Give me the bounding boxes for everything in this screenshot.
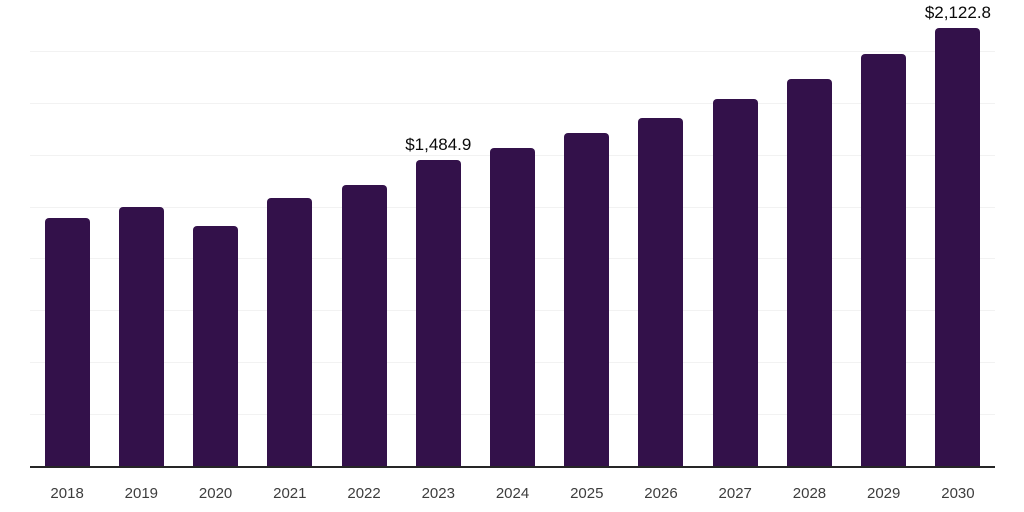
gridline bbox=[30, 102, 995, 104]
bar-2030 bbox=[935, 28, 981, 467]
bar-slot-2029 bbox=[847, 0, 921, 467]
x-tick-label-2018: 2018 bbox=[50, 485, 84, 502]
x-axis-line bbox=[30, 466, 995, 468]
bar-2027 bbox=[712, 99, 758, 467]
x-tick-label-2022: 2022 bbox=[347, 485, 381, 502]
bar-2023 bbox=[415, 160, 461, 467]
x-tick-label-2019: 2019 bbox=[124, 485, 159, 502]
bar-2025 bbox=[564, 133, 610, 467]
bar-slot-2021 bbox=[253, 0, 327, 467]
bar-2019 bbox=[118, 206, 164, 467]
bar-value-label-2030: $2,122.8 bbox=[924, 3, 992, 23]
bar-slot-2020 bbox=[178, 0, 252, 467]
bar-slot-2018 bbox=[30, 0, 104, 467]
x-tick-label-2027: 2027 bbox=[718, 485, 752, 502]
x-tick-label-2026: 2026 bbox=[644, 485, 678, 502]
plot-area: $1,484.9 $2,122.8 bbox=[30, 0, 995, 468]
x-tick-label-2020: 2020 bbox=[198, 485, 233, 502]
x-tick-label-2029: 2029 bbox=[867, 485, 901, 502]
x-tick-label-2030: 2030 bbox=[941, 485, 975, 502]
bar-slot-2025 bbox=[550, 0, 624, 467]
bar-2028 bbox=[786, 78, 832, 467]
gridline bbox=[30, 50, 995, 52]
bar-2020 bbox=[193, 226, 239, 467]
bar-slot-2022 bbox=[327, 0, 401, 467]
bar-2018 bbox=[44, 218, 90, 467]
x-axis-tick-labels: 2018 2019 2020 2021 2022 2023 2024 2025 2026 2027… bbox=[30, 468, 995, 501]
bar-slot-2027 bbox=[698, 0, 772, 467]
bar-2029 bbox=[861, 53, 907, 467]
x-tick-label-2021: 2021 bbox=[273, 485, 307, 502]
bar-value-label-2023: $1,484.9 bbox=[405, 135, 472, 155]
x-tick-label-2028: 2028 bbox=[792, 485, 827, 502]
bar-2022 bbox=[341, 184, 387, 467]
bar-slot-2024 bbox=[475, 0, 549, 467]
bar-series: $1,484.9 $2,122.8 bbox=[30, 0, 995, 467]
bar-slot-2019 bbox=[104, 0, 178, 467]
x-tick-label-2025: 2025 bbox=[570, 485, 604, 502]
bar-2024 bbox=[490, 147, 536, 467]
bar-slot-2026 bbox=[624, 0, 698, 467]
bar-slot-2030: $2,122.8 bbox=[921, 0, 995, 467]
bar-2021 bbox=[267, 198, 313, 467]
x-tick-label-2024: 2024 bbox=[495, 485, 530, 502]
bar-slot-2028 bbox=[772, 0, 846, 467]
bar-slot-2023: $1,484.9 bbox=[401, 0, 475, 467]
bar-2026 bbox=[638, 117, 684, 467]
x-tick-label-2023: 2023 bbox=[421, 485, 455, 502]
